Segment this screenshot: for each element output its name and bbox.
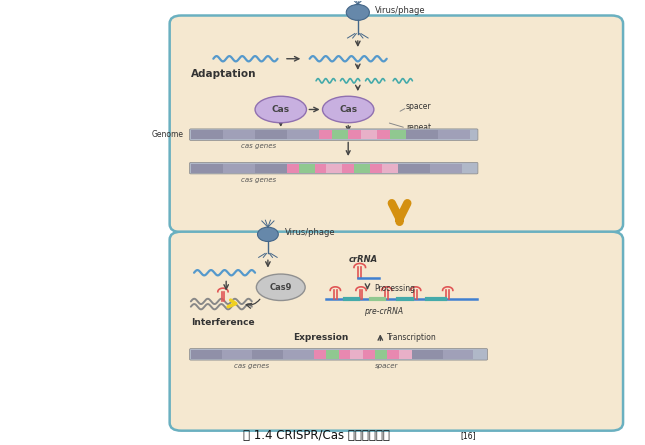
Bar [406,130,438,139]
Bar [370,164,382,173]
Bar [397,164,430,173]
Bar [314,350,326,359]
Bar [191,350,222,359]
Bar [222,350,252,359]
Bar [388,350,399,359]
Circle shape [257,227,278,242]
Text: repeat: repeat [406,123,431,132]
Bar [430,164,462,173]
Text: cas genes: cas genes [234,363,270,369]
Bar [342,164,354,173]
Text: cas genes: cas genes [241,143,276,150]
Bar [223,130,255,139]
Ellipse shape [255,96,306,123]
Text: spacer: spacer [406,102,432,111]
Bar [319,130,332,139]
Text: [16]: [16] [461,431,476,440]
Bar [377,130,390,139]
Circle shape [346,4,370,20]
Bar [191,164,223,173]
Bar [191,130,223,139]
Text: spacer: spacer [375,363,399,369]
Bar [339,350,350,359]
Ellipse shape [256,274,305,300]
FancyBboxPatch shape [170,16,623,232]
Text: Virus/phage: Virus/phage [284,228,335,237]
Bar [350,350,363,359]
FancyBboxPatch shape [170,232,623,431]
Bar [283,350,314,359]
Bar [363,350,375,359]
Bar [252,350,283,359]
Bar [315,164,326,173]
Bar [299,164,315,173]
FancyBboxPatch shape [190,129,478,140]
Bar [354,164,370,173]
Bar [412,350,442,359]
Text: Adaptation: Adaptation [191,69,256,79]
Bar [399,350,412,359]
Text: Processing: Processing [374,284,415,293]
Text: pre-crRNA: pre-crRNA [364,307,403,316]
Text: Genome: Genome [151,130,183,139]
Bar [326,350,339,359]
Text: Cas: Cas [339,105,357,114]
Bar [332,130,348,139]
Bar [223,164,255,173]
Bar [326,164,342,173]
Bar [348,130,361,139]
Text: Virus/phage: Virus/phage [375,6,425,15]
Text: Interference: Interference [191,318,255,327]
Bar [255,130,287,139]
Text: Transcription: Transcription [387,333,437,342]
Text: Expression: Expression [293,333,349,342]
Bar [287,164,299,173]
Text: crRNA: crRNA [348,255,377,264]
Text: Cas: Cas [272,105,290,114]
Text: Cas9: Cas9 [270,283,292,292]
FancyBboxPatch shape [190,348,488,360]
FancyBboxPatch shape [190,162,478,174]
Bar [442,350,473,359]
Text: 图 1.4 CRISPR/Cas 系统工作原理: 图 1.4 CRISPR/Cas 系统工作原理 [243,429,390,442]
Ellipse shape [322,96,374,123]
Bar [361,130,377,139]
Bar [390,130,406,139]
Bar [287,130,319,139]
Text: cas genes: cas genes [241,177,276,183]
Bar [438,130,470,139]
Bar [382,164,397,173]
Bar [255,164,287,173]
Bar [375,350,388,359]
